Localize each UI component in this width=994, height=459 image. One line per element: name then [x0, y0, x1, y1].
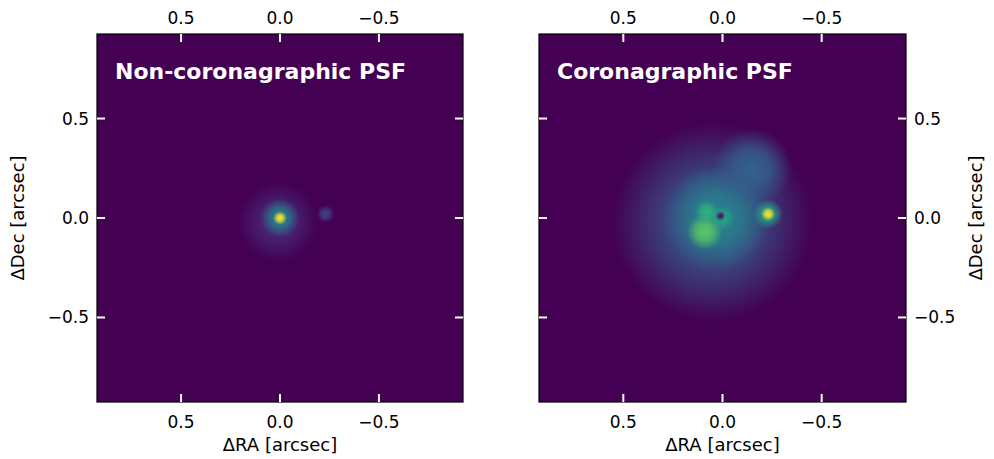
x-tick-label-top: −0.5 [358, 8, 399, 28]
y-tick-label: 0.0 [914, 208, 941, 228]
tick [378, 34, 380, 42]
tick [97, 316, 105, 318]
tick [279, 394, 281, 402]
source [238, 182, 317, 261]
panel-title: Coronagraphic PSF [557, 59, 793, 84]
frame [97, 34, 463, 402]
tick [898, 316, 906, 318]
image-area [539, 34, 906, 402]
tick [455, 118, 463, 120]
source [761, 207, 775, 221]
tick [722, 34, 724, 42]
x-tick-label-top: 0.5 [168, 8, 195, 28]
x-tick-label: 0.0 [709, 412, 736, 432]
tick [180, 34, 182, 42]
figure: Non-coronagraphic PSF 0.5 0.5 0.0 0.0 −0.5 −0.… [0, 0, 994, 459]
image-area [97, 34, 463, 402]
panel-title: Non-coronagraphic PSF [115, 59, 406, 84]
tick [455, 217, 463, 219]
source [317, 205, 335, 223]
y-axis-label: ΔDec [arcsec] [7, 155, 28, 280]
tick [821, 394, 823, 402]
x-tick-label-top: 0.0 [266, 8, 293, 28]
x-tick-label-top: 0.5 [610, 8, 637, 28]
tick [898, 118, 906, 120]
x-tick-label-top: 0.0 [709, 8, 736, 28]
y-tick-label: 0.5 [62, 109, 89, 129]
tick [622, 394, 624, 402]
x-axis-label: ΔRA [arcsec] [223, 434, 337, 455]
x-tick-label: −0.5 [358, 412, 399, 432]
x-axis-label: ΔRA [arcsec] [665, 434, 779, 455]
frame [539, 34, 906, 402]
x-tick-label: 0.5 [610, 412, 637, 432]
y-tick-label: −0.5 [914, 307, 955, 327]
tick [279, 34, 281, 42]
tick [898, 217, 906, 219]
y-tick-label: 0.5 [914, 109, 941, 129]
tick [455, 316, 463, 318]
source [753, 199, 783, 229]
x-tick-label: 0.5 [168, 412, 195, 432]
tick [97, 217, 105, 219]
y-tick-label: −0.5 [48, 307, 89, 327]
y-tick-label: 0.0 [62, 208, 89, 228]
tick [821, 34, 823, 42]
tick [97, 118, 105, 120]
background [539, 34, 906, 402]
background [97, 34, 463, 402]
tick [539, 316, 547, 318]
source [260, 198, 300, 238]
tick [180, 394, 182, 402]
tick [722, 394, 724, 402]
x-tick-label: 0.0 [266, 412, 293, 432]
source [273, 211, 287, 225]
tick [622, 34, 624, 42]
x-tick-label-top: −0.5 [801, 8, 842, 28]
source [713, 129, 792, 208]
x-tick-label: −0.5 [801, 412, 842, 432]
tick [378, 394, 380, 402]
y-axis-label: ΔDec [arcsec] [965, 155, 986, 280]
source [716, 211, 726, 221]
tick [539, 118, 547, 120]
source [613, 123, 811, 321]
tick [539, 217, 547, 219]
source [711, 206, 735, 230]
